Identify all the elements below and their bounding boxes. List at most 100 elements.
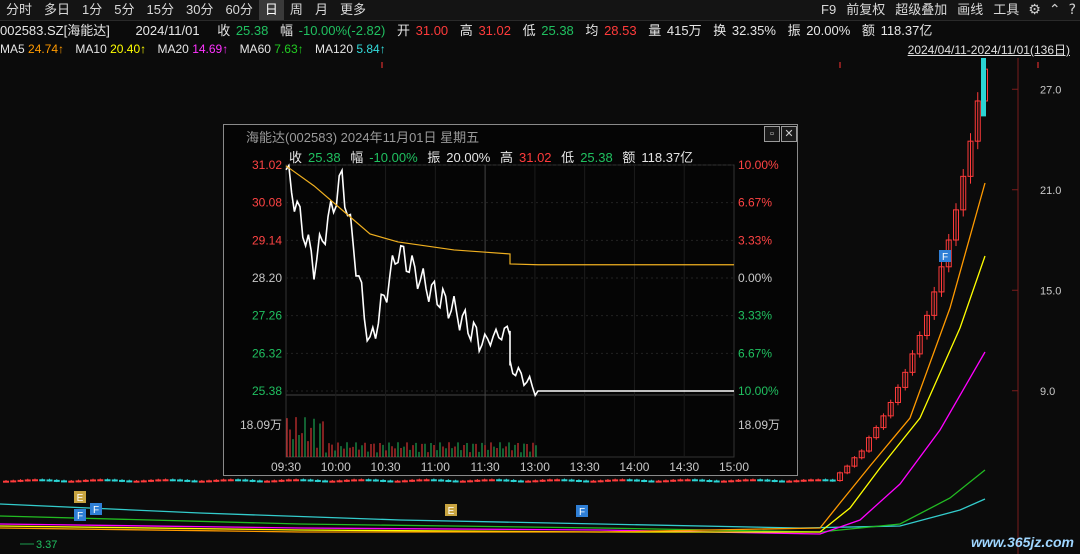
right-axis-label: 3.33%	[738, 309, 772, 323]
candle-body	[539, 479, 546, 482]
candle-body	[293, 479, 300, 482]
period-tab-month[interactable]: 月	[314, 2, 328, 17]
period-tab-more[interactable]: 更多	[339, 2, 366, 17]
price-axis-label: 27.0	[1040, 84, 1061, 96]
time-axis-label: 10:30	[371, 460, 401, 474]
period-tab-day[interactable]: 日	[258, 0, 284, 20]
draw-line-button[interactable]: 画线	[957, 2, 984, 17]
candle-body	[706, 480, 713, 483]
candle-body	[503, 479, 510, 482]
period-tab-30min[interactable]: 30分	[185, 2, 214, 17]
question-icon[interactable]: ?	[1068, 2, 1076, 18]
ma5-label: MA5	[0, 42, 25, 56]
candle-body	[554, 479, 561, 482]
candle-body	[235, 479, 242, 482]
candle-body	[771, 480, 778, 483]
candle-body	[39, 479, 46, 482]
candle-body	[517, 480, 524, 483]
tools-button[interactable]: 工具	[993, 2, 1020, 17]
candle-body	[452, 480, 459, 483]
candle-body	[481, 479, 488, 482]
event-marker-f-box	[90, 503, 102, 515]
popup-low-label: 低	[561, 150, 575, 165]
quote-date: 2024/11/01	[135, 23, 200, 38]
candle-body	[343, 479, 350, 482]
candle-body	[329, 480, 336, 483]
candle-body	[249, 479, 256, 482]
candle-body	[467, 480, 474, 483]
period-tab-15min[interactable]: 15分	[146, 2, 174, 17]
candle-body	[206, 480, 213, 483]
candle-body	[655, 480, 662, 483]
event-marker-f-box	[74, 509, 86, 521]
candle-body	[61, 480, 68, 483]
candle-body	[162, 479, 169, 482]
candle-body	[800, 479, 807, 482]
event-marker-e-box	[445, 504, 457, 516]
candle-body	[923, 314, 930, 336]
time-axis-label: 15:00	[719, 460, 749, 474]
candle-body	[198, 480, 205, 483]
event-marker-e-box	[74, 491, 86, 503]
candle-body	[952, 209, 959, 241]
period-tab-60min[interactable]: 60分	[225, 2, 253, 17]
volume-axis-label: 18.09万	[240, 418, 282, 432]
candle-body	[583, 480, 590, 483]
period-tab-1min[interactable]: 1分	[82, 2, 103, 17]
gear-icon[interactable]: ⚙	[1028, 2, 1041, 18]
volume-axis-label-right: 18.09万	[738, 418, 780, 432]
period-tab-multiday[interactable]: 多日	[44, 2, 71, 17]
ma-legend: MA5 24.74↑ MA10 20.40↑ MA20 14.69↑ MA60 …	[0, 41, 1080, 57]
time-axis-label: 14:30	[669, 460, 699, 474]
volume-label: 量	[648, 23, 662, 38]
amplitude-label: 振	[787, 23, 801, 38]
intraday-chart: 31.02 10.00% 30.08 6.67% 29.14 3.33% 28.20 0.00…	[240, 158, 780, 474]
chevron-up-icon[interactable]: ⌃	[1048, 2, 1061, 18]
event-marker-e: E	[448, 506, 455, 517]
candle-body	[822, 479, 829, 482]
candle-body	[227, 479, 234, 482]
candle-body	[351, 479, 358, 482]
candle-body	[148, 479, 155, 482]
price-line	[285, 163, 734, 398]
ma-line-0	[0, 498, 986, 529]
turnover-label: 换	[713, 23, 727, 38]
left-axis-label: 28.20	[252, 271, 282, 285]
right-axis-label: 0.00%	[738, 271, 772, 285]
time-axis-label: 13:30	[570, 460, 600, 474]
quote-info-bar: 002583.SZ[海能达] 2024/11/01 收 25.38 幅 -10.…	[0, 21, 1080, 40]
left-axis-label: 26.32	[252, 346, 282, 360]
candle-body	[82, 479, 89, 482]
date-range-selector[interactable]: 2024/04/11-2024/11/01(136日)	[907, 43, 1070, 57]
close-button[interactable]: ✕	[781, 126, 797, 142]
maximize-button[interactable]: ▫	[764, 126, 780, 142]
avg-price-line	[285, 165, 734, 266]
period-tab-5min[interactable]: 5分	[114, 2, 135, 17]
candle-body	[372, 479, 379, 482]
candle-body	[459, 480, 466, 483]
time-axis-label: 11:30	[471, 460, 500, 474]
candle-body	[764, 479, 771, 482]
intraday-popup[interactable]: 海能达(002583) 2024年11月01日 星期五 ▫ ✕ 收 25.38 幅…	[223, 124, 798, 476]
candle-body	[626, 479, 633, 482]
candle-body	[728, 480, 735, 483]
time-axis-label: 13:00	[520, 460, 550, 474]
ma-line-3	[0, 255, 986, 533]
f9-button[interactable]: F9	[821, 2, 837, 17]
adjust-button[interactable]: 前复权	[846, 2, 886, 17]
popup-close-value: 25.38	[308, 150, 341, 165]
event-marker-f-box	[939, 250, 951, 262]
candle-body	[184, 479, 191, 482]
amount-value: 118.37亿	[880, 23, 933, 38]
overlay-button[interactable]: 超级叠加	[895, 2, 948, 17]
popup-title: 海能达(002583) 2024年11月01日 星期五	[246, 130, 480, 145]
candle-body	[104, 479, 111, 482]
popup-change-label: 幅	[350, 150, 364, 165]
candle-body	[931, 291, 938, 316]
candle-body	[213, 479, 220, 482]
candle-body	[119, 479, 126, 482]
period-tab-fenshi[interactable]: 分时	[6, 2, 33, 17]
candle-body	[496, 479, 503, 482]
period-tab-week[interactable]: 周	[289, 2, 303, 17]
